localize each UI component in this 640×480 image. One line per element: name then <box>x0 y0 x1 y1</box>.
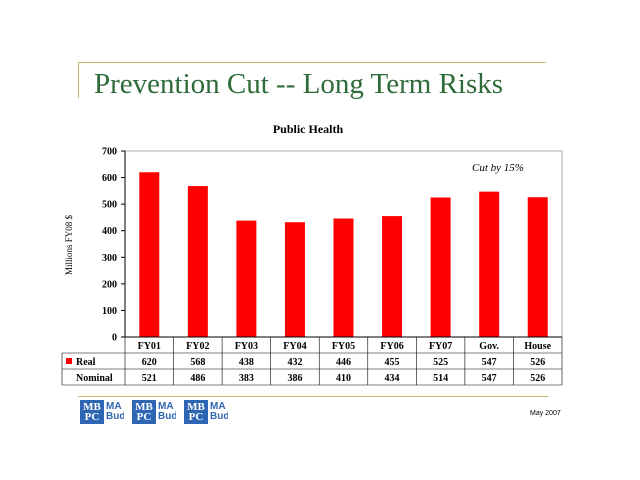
data-label: 386 <box>287 373 302 384</box>
mbpc-logo-text: MA Bud <box>210 402 228 422</box>
x-tick-label: FY06 <box>380 341 403 352</box>
x-tick-label: FY04 <box>283 341 306 352</box>
x-tick-label: FY07 <box>429 341 452 352</box>
mbpc-logo-mark: MB PC <box>184 400 208 424</box>
bar-real <box>333 218 354 337</box>
data-label: 568 <box>190 357 205 368</box>
footer-date: May 2007 <box>530 410 561 417</box>
data-label: 525 <box>433 357 448 368</box>
data-label: 446 <box>336 357 351 368</box>
data-label: 526 <box>530 373 545 384</box>
bar-real <box>527 197 548 337</box>
chart-title: Public Health <box>273 122 344 136</box>
x-tick-label: FY01 <box>138 341 161 352</box>
data-label: 455 <box>385 357 400 368</box>
data-label: 526 <box>530 357 545 368</box>
series-label: Real <box>76 357 96 368</box>
data-label: 438 <box>239 357 254 368</box>
bar-real <box>479 191 500 337</box>
y-tick-label: 300 <box>102 253 117 264</box>
data-label: 521 <box>142 373 157 384</box>
y-tick-label: 400 <box>102 226 117 237</box>
legend-swatch-real <box>66 358 72 364</box>
mbpc-logo-mark: MB PC <box>80 400 104 424</box>
y-tick-label: 100 <box>102 306 117 317</box>
bar-real <box>284 222 305 337</box>
data-label: 547 <box>482 373 497 384</box>
mbpc-logo: MB PC MA Bud <box>80 400 124 424</box>
x-tick-label: FY02 <box>186 341 209 352</box>
y-tick-label: 500 <box>102 200 117 211</box>
mbpc-logo-text: MA Bud <box>106 402 124 422</box>
data-label: 514 <box>433 373 448 384</box>
footer-rule <box>78 396 548 397</box>
bar-real <box>139 172 160 337</box>
series-label: Nominal <box>76 373 113 384</box>
data-label: 620 <box>142 357 157 368</box>
mbpc-logo: MB PC MA Bud <box>132 400 176 424</box>
title-rule-top <box>78 62 546 63</box>
x-tick-label: House <box>524 341 551 352</box>
x-tick-label: FY05 <box>332 341 355 352</box>
y-tick-label: 0 <box>112 333 117 344</box>
mbpc-logo: MB PC MA Bud <box>184 400 228 424</box>
y-tick-label: 600 <box>102 173 117 184</box>
y-axis-title: Millions FY08 $ <box>64 214 74 275</box>
data-label: 410 <box>336 373 351 384</box>
bar-real <box>430 197 451 337</box>
data-label: 486 <box>190 373 205 384</box>
data-label: 432 <box>287 357 302 368</box>
bar-real <box>187 186 208 337</box>
y-tick-label: 200 <box>102 279 117 290</box>
y-tick-label: 700 <box>102 147 117 158</box>
x-tick-label: FY03 <box>235 341 258 352</box>
mbpc-logo-text: MA Bud <box>158 402 176 422</box>
mbpc-logo-mark: MB PC <box>132 400 156 424</box>
data-label: 434 <box>385 373 400 384</box>
footer-logos: MB PC MA Bud MB PC MA Bud MB PC MA Bud <box>80 400 228 424</box>
slide-title: Prevention Cut -- Long Term Risks <box>94 68 504 100</box>
x-tick-label: Gov. <box>479 341 499 352</box>
title-rule-left <box>78 62 79 98</box>
bar-real <box>236 220 257 337</box>
bar-real <box>382 216 403 337</box>
chart-annotation: Cut by 15% <box>472 162 524 174</box>
data-label: 383 <box>239 373 254 384</box>
data-label: 547 <box>482 357 497 368</box>
